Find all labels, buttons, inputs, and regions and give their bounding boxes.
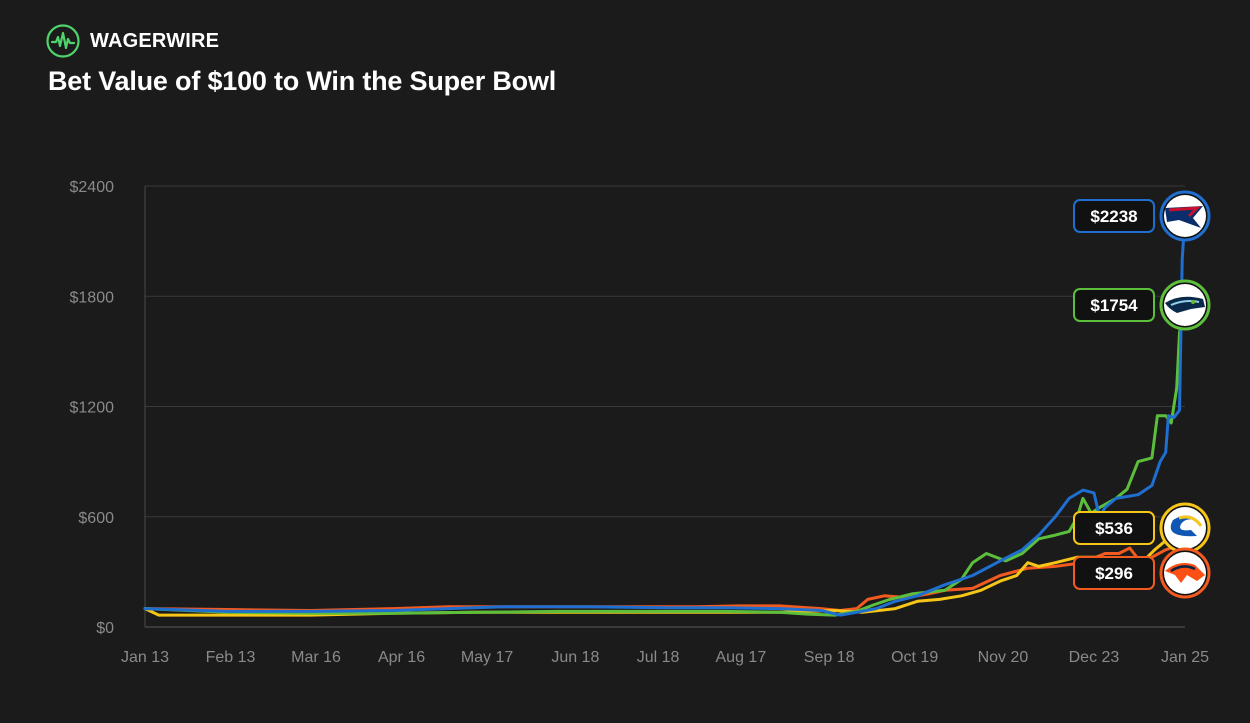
x-tick-label: Apr 16 (378, 649, 425, 666)
y-tick-label: $600 (78, 510, 114, 527)
x-tick-label: Jan 25 (1161, 649, 1209, 666)
x-tick-label: Jul 18 (637, 649, 680, 666)
x-tick-label: Aug 17 (716, 649, 767, 666)
rams-logo-icon (1159, 502, 1211, 554)
value-label-broncos: $296 (1095, 564, 1133, 583)
x-tick-label: Sep 18 (804, 649, 855, 666)
x-tick-label: Feb 13 (206, 649, 256, 666)
value-label-box (1073, 511, 1155, 545)
value-label-box (1073, 556, 1155, 590)
y-tick-label: $2400 (70, 179, 115, 196)
brand: WAGERWIRE (46, 24, 219, 58)
value-label-rams: $536 (1095, 519, 1133, 538)
patriots-logo-icon (1159, 190, 1211, 242)
seahawks-logo-icon (1159, 279, 1211, 331)
axes: $0 $600 $1200 $1800 $2400 Jan 13 Feb 13 Mar 16 A… (70, 179, 1210, 666)
x-tick-label: Mar 16 (291, 649, 341, 666)
x-tick-label: Nov 20 (978, 649, 1029, 666)
x-tick-label: Oct 19 (891, 649, 938, 666)
y-tick-label: $0 (96, 620, 114, 637)
end-marker-seahawks: $1754 (1073, 279, 1211, 331)
end-marker-rams: $536 (1073, 502, 1211, 554)
series-line-patriots (143, 214, 1187, 617)
x-tick-label: May 17 (461, 649, 514, 666)
value-label-box (1073, 288, 1155, 322)
brand-name: WAGERWIRE (90, 29, 220, 52)
series-line-broncos (143, 544, 1187, 612)
x-tick-label: Jun 18 (551, 649, 599, 666)
series-lines (143, 214, 1187, 617)
broncos-logo-icon (1159, 547, 1211, 599)
grid (145, 185, 1185, 628)
value-label-seahawks: $1754 (1090, 296, 1138, 315)
chart-title: Bet Value of $100 to Win the Super Bowl (48, 66, 557, 96)
x-tick-label: Dec 23 (1069, 649, 1120, 666)
end-marker-patriots: $2238 (1073, 190, 1211, 242)
series-line-seahawks (143, 303, 1187, 617)
y-tick-label: $1800 (70, 289, 115, 306)
value-label-patriots: $2238 (1090, 207, 1137, 226)
x-tick-label: Jan 13 (121, 649, 169, 666)
value-label-box (1073, 199, 1155, 233)
y-tick-label: $1200 (70, 400, 115, 417)
pulse-icon (46, 24, 80, 58)
end-markers: $2238 $1754 $536 $296 (1073, 190, 1211, 599)
series-line-rams (143, 527, 1187, 617)
end-marker-broncos: $296 (1073, 547, 1211, 599)
